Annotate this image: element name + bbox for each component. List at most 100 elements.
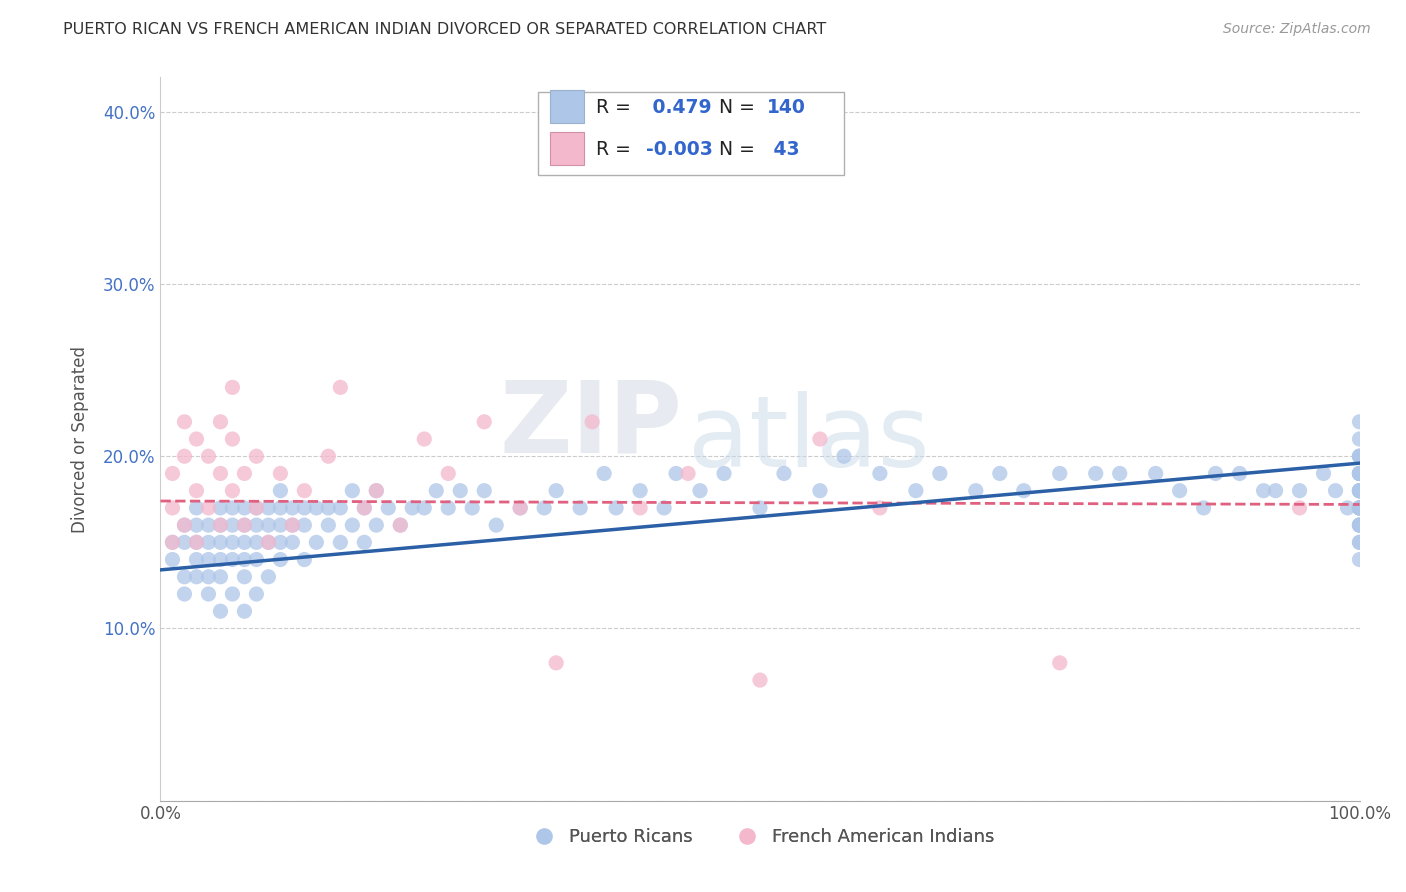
Point	[245, 587, 267, 601]
Point	[281, 500, 304, 515]
Point	[233, 518, 256, 533]
Point	[676, 467, 699, 481]
Point	[546, 656, 568, 670]
Point	[1348, 483, 1371, 498]
Point	[1348, 518, 1371, 533]
FancyBboxPatch shape	[550, 132, 583, 165]
Point	[162, 500, 184, 515]
Point	[173, 518, 195, 533]
Point	[197, 518, 219, 533]
Point	[318, 449, 340, 463]
Point	[245, 552, 267, 566]
Point	[1348, 483, 1371, 498]
Point	[1348, 449, 1371, 463]
Point	[221, 500, 243, 515]
Point	[197, 449, 219, 463]
Point	[269, 552, 291, 566]
Point	[1348, 467, 1371, 481]
Point	[221, 587, 243, 601]
Point	[1144, 467, 1167, 481]
Point	[988, 467, 1011, 481]
Point	[1288, 483, 1310, 498]
Point	[425, 483, 447, 498]
Point	[965, 483, 987, 498]
Point	[197, 500, 219, 515]
Point	[269, 483, 291, 498]
Point	[233, 604, 256, 618]
Point	[1348, 500, 1371, 515]
Point	[186, 535, 208, 549]
Point	[221, 535, 243, 549]
Text: R =: R =	[596, 139, 637, 159]
Point	[233, 552, 256, 566]
Point	[173, 415, 195, 429]
Point	[1348, 500, 1371, 515]
Point	[173, 449, 195, 463]
Point	[1348, 467, 1371, 481]
Text: R =: R =	[596, 97, 637, 117]
Point	[1348, 518, 1371, 533]
Point	[173, 518, 195, 533]
Point	[221, 380, 243, 394]
Point	[162, 535, 184, 549]
Point	[1348, 467, 1371, 481]
Point	[904, 483, 927, 498]
Point	[389, 518, 412, 533]
Point	[366, 483, 388, 498]
Point	[449, 483, 471, 498]
Point	[928, 467, 950, 481]
Point	[329, 380, 352, 394]
Point	[389, 518, 412, 533]
Point	[665, 467, 688, 481]
Text: -0.003: -0.003	[647, 139, 713, 159]
Text: 43: 43	[768, 139, 800, 159]
Point	[329, 500, 352, 515]
Point	[1205, 467, 1227, 481]
Point	[533, 500, 555, 515]
Text: N =: N =	[713, 97, 761, 117]
Point	[1049, 656, 1071, 670]
Point	[197, 552, 219, 566]
Point	[869, 500, 891, 515]
Point	[1348, 518, 1371, 533]
Point	[245, 500, 267, 515]
Point	[209, 570, 232, 584]
Point	[269, 500, 291, 515]
Point	[808, 432, 831, 446]
Point	[233, 570, 256, 584]
Point	[1264, 483, 1286, 498]
Point	[318, 500, 340, 515]
Text: Source: ZipAtlas.com: Source: ZipAtlas.com	[1223, 22, 1371, 37]
Point	[1348, 467, 1371, 481]
Point	[437, 467, 460, 481]
Point	[509, 500, 531, 515]
Point	[593, 467, 616, 481]
Point	[342, 518, 364, 533]
Legend: Puerto Ricans, French American Indians: Puerto Ricans, French American Indians	[519, 821, 1001, 853]
Point	[437, 500, 460, 515]
Point	[197, 570, 219, 584]
Point	[186, 500, 208, 515]
Text: 140: 140	[768, 97, 806, 117]
Point	[1336, 500, 1358, 515]
Point	[292, 500, 315, 515]
Point	[1288, 500, 1310, 515]
Point	[209, 500, 232, 515]
Point	[1012, 483, 1035, 498]
Point	[773, 467, 796, 481]
Point	[1348, 415, 1371, 429]
Point	[162, 535, 184, 549]
FancyBboxPatch shape	[550, 90, 583, 123]
Point	[269, 535, 291, 549]
Point	[1348, 467, 1371, 481]
Point	[305, 535, 328, 549]
Point	[292, 552, 315, 566]
Point	[318, 518, 340, 533]
Point	[1312, 467, 1334, 481]
Point	[245, 500, 267, 515]
Point	[1348, 500, 1371, 515]
Point	[209, 552, 232, 566]
Point	[1324, 483, 1347, 498]
Point	[366, 518, 388, 533]
Point	[1348, 483, 1371, 498]
